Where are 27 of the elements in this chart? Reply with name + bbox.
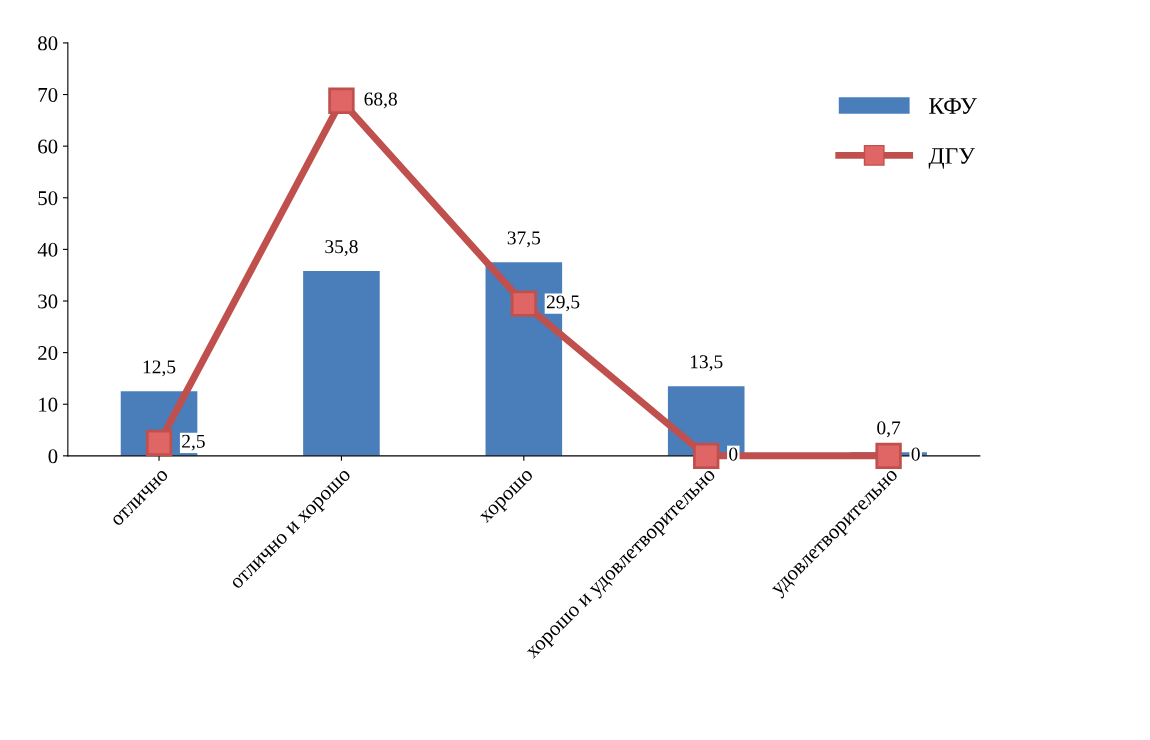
bar bbox=[303, 271, 380, 456]
data-label: 37,5 bbox=[507, 231, 541, 248]
data-label: 12,5 bbox=[143, 360, 176, 377]
y-tick-label: 40 bbox=[37, 242, 58, 257]
point bbox=[693, 442, 720, 470]
data-label: 2,5 bbox=[182, 434, 205, 451]
y-tick-label: 60 bbox=[38, 139, 58, 154]
y-tick-label: 70 bbox=[38, 87, 58, 102]
y-tick-label: 20 bbox=[38, 345, 58, 361]
data-label: 13,5 bbox=[690, 355, 723, 372]
legend-label: КФУ bbox=[929, 98, 977, 114]
y-tick-label: 80 bbox=[38, 36, 58, 51]
point bbox=[875, 442, 902, 470]
point bbox=[510, 290, 538, 317]
data-label: 0,7 bbox=[877, 421, 901, 438]
data-label: 68,8 bbox=[364, 92, 397, 109]
point bbox=[145, 429, 173, 457]
point bbox=[328, 87, 355, 114]
data-label: 35,8 bbox=[325, 240, 358, 257]
y-tick-label: 50 bbox=[38, 191, 58, 206]
legend-label: ДГУ bbox=[928, 148, 975, 169]
data-label: 0 bbox=[729, 447, 738, 461]
data-label: 29,5 bbox=[546, 295, 580, 312]
y-tick-label: 10 bbox=[39, 397, 58, 412]
y-tick-label: 0 bbox=[48, 449, 58, 464]
y-tick-label: 30 bbox=[38, 294, 58, 309]
data-label: 0 bbox=[911, 447, 920, 461]
